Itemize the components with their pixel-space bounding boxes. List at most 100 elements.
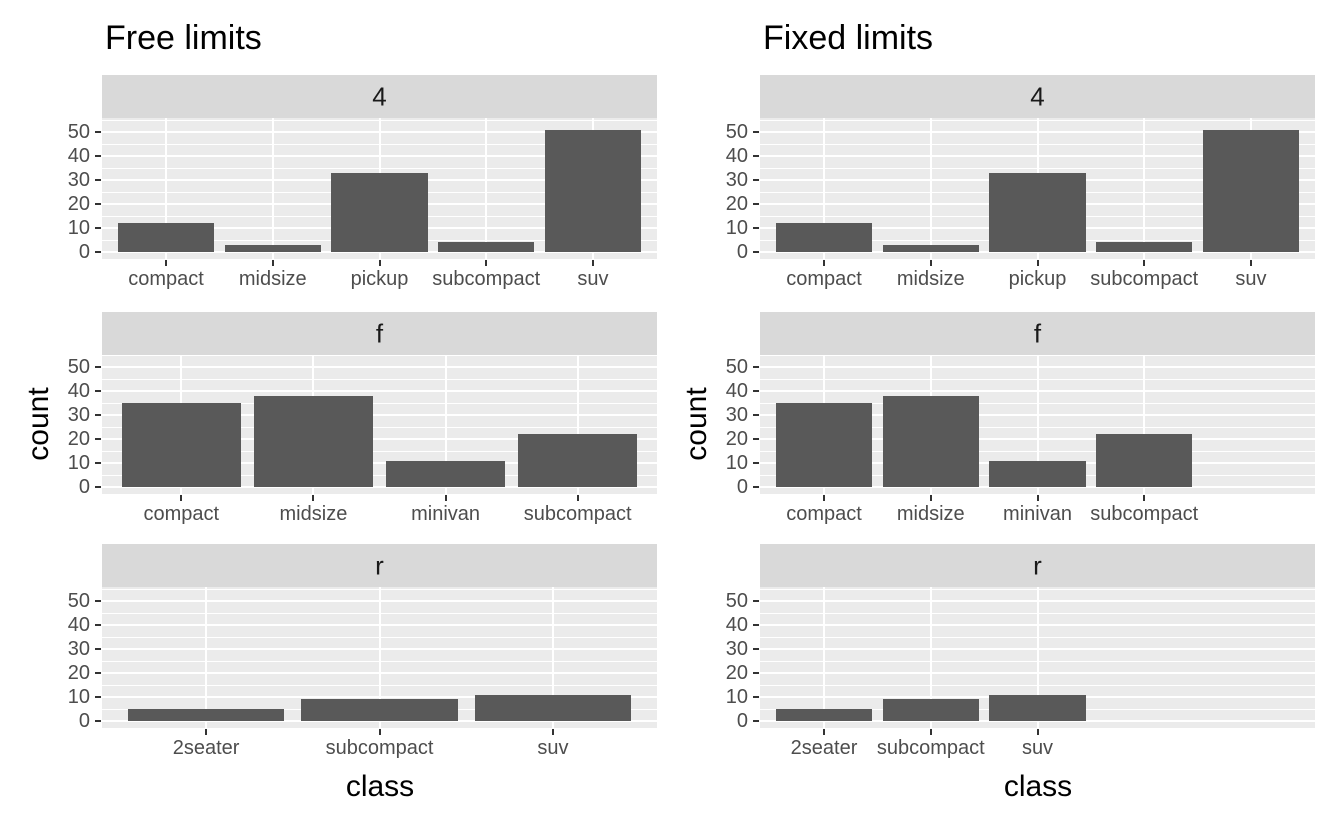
x-tick-label: compact <box>786 503 862 525</box>
x-tick-label: subcompact <box>1090 503 1199 525</box>
y-tick-mark <box>753 251 759 253</box>
y-tick-mark <box>753 624 759 626</box>
vertical-gridline <box>378 587 381 728</box>
vertical-gridline <box>929 587 932 728</box>
vertical-gridline <box>823 118 826 259</box>
x-tick-mark <box>591 260 594 266</box>
y-tick-mark <box>753 696 759 698</box>
y-tick-label: 20 <box>67 193 90 215</box>
x-tick-mark <box>823 495 826 501</box>
x-tick-label: subcompact <box>432 268 541 290</box>
y-tick-label: 10 <box>725 217 748 239</box>
y-tick-label: 0 <box>78 710 90 732</box>
y-tick-mark <box>95 648 101 650</box>
x-tick-label: midsize <box>238 268 307 290</box>
vertical-gridline <box>551 587 554 728</box>
facet-strip-label: r <box>375 549 384 580</box>
y-tick-mark <box>753 203 759 205</box>
bar-compact <box>118 223 215 252</box>
y-tick-label: 10 <box>67 452 90 474</box>
x-tick-label: midsize <box>896 268 965 290</box>
x-tick-mark <box>205 729 208 735</box>
x-tick-mark <box>551 729 554 735</box>
bar-midsize <box>882 244 979 252</box>
plot-title: Fixed limits <box>763 19 934 57</box>
bar-midsize <box>253 395 373 487</box>
y-tick-mark <box>95 720 101 722</box>
x-tick-label: subcompact <box>876 737 985 759</box>
bar-subcompact <box>438 242 535 252</box>
y-tick-mark <box>95 672 101 674</box>
vertical-gridline <box>205 587 208 728</box>
facet-strip: r <box>102 544 657 587</box>
y-tick-label: 50 <box>67 356 90 378</box>
y-tick-label: 10 <box>725 452 748 474</box>
y-tick-label: 0 <box>78 476 90 498</box>
y-tick-label: 50 <box>725 121 748 143</box>
facet-strip-label: r <box>1033 549 1042 580</box>
minor-gridline <box>102 427 657 428</box>
y-tick-mark <box>95 438 101 440</box>
y-tick-label: 20 <box>725 662 748 684</box>
bar-subcompact <box>1096 242 1193 252</box>
vertical-gridline <box>1143 118 1146 259</box>
facet-strip: 4 <box>760 75 1315 118</box>
minor-gridline <box>102 379 657 380</box>
y-tick-label: 40 <box>67 380 90 402</box>
x-tick-mark <box>1036 495 1039 501</box>
bar-pickup <box>989 172 1086 252</box>
x-tick-mark <box>823 729 826 735</box>
y-tick-label: 0 <box>736 710 748 732</box>
x-tick-label: suv <box>577 268 609 290</box>
bar-midsize <box>224 244 321 252</box>
major-gridline <box>102 462 657 464</box>
y-tick-mark <box>753 462 759 464</box>
vertical-gridline <box>823 587 826 728</box>
y-tick-mark <box>95 696 101 698</box>
bar-suv <box>1202 129 1299 252</box>
vertical-gridline <box>444 355 447 494</box>
facet-panel <box>760 118 1315 259</box>
chart-fixed-limits: Fixed limits count class 4 0 10 20 30 40 50 com… <box>672 0 1344 830</box>
y-tick-label: 30 <box>725 169 748 191</box>
facet-panel <box>102 355 657 494</box>
x-tick-label: 2seater <box>790 737 858 759</box>
y-tick-label: 50 <box>67 590 90 612</box>
y-tick-mark <box>753 672 759 674</box>
y-tick-mark <box>753 227 759 229</box>
facet-strip-label: 4 <box>372 80 387 111</box>
x-tick-mark <box>485 260 488 266</box>
y-tick-mark <box>753 366 759 368</box>
x-tick-mark <box>929 729 932 735</box>
y-tick-mark <box>95 227 101 229</box>
chart-free-limits: Free limits count class 4 0 10 20 30 40 50 comp… <box>22 20 657 803</box>
x-tick-mark <box>929 260 932 266</box>
x-tick-label: pickup <box>1008 268 1067 290</box>
y-tick-label: 20 <box>67 428 90 450</box>
y-tick-label: 40 <box>725 380 748 402</box>
y-tick-mark <box>95 179 101 181</box>
y-tick-label: 20 <box>67 662 90 684</box>
bar-compact <box>776 403 873 487</box>
x-tick-label: subcompact <box>325 737 434 759</box>
facet-strip: 4 <box>102 75 657 118</box>
x-axis-title: class <box>1003 770 1073 803</box>
y-tick-mark <box>95 155 101 157</box>
x-tick-label: 2seater <box>172 737 240 759</box>
y-tick-mark <box>753 390 759 392</box>
x-tick-label: pickup <box>350 268 409 290</box>
vertical-gridline <box>1143 355 1146 494</box>
bar-compact <box>776 223 873 252</box>
y-tick-label: 50 <box>725 356 748 378</box>
x-tick-mark <box>1249 260 1252 266</box>
y-tick-label: 30 <box>67 404 90 426</box>
y-tick-mark <box>95 486 101 488</box>
y-tick-label: 50 <box>725 590 748 612</box>
y-tick-label: 10 <box>67 217 90 239</box>
x-tick-mark <box>165 260 168 266</box>
y-tick-label: 30 <box>67 638 90 660</box>
minor-gridline <box>102 475 657 476</box>
y-tick-mark <box>753 414 759 416</box>
bar-pickup <box>331 172 428 252</box>
